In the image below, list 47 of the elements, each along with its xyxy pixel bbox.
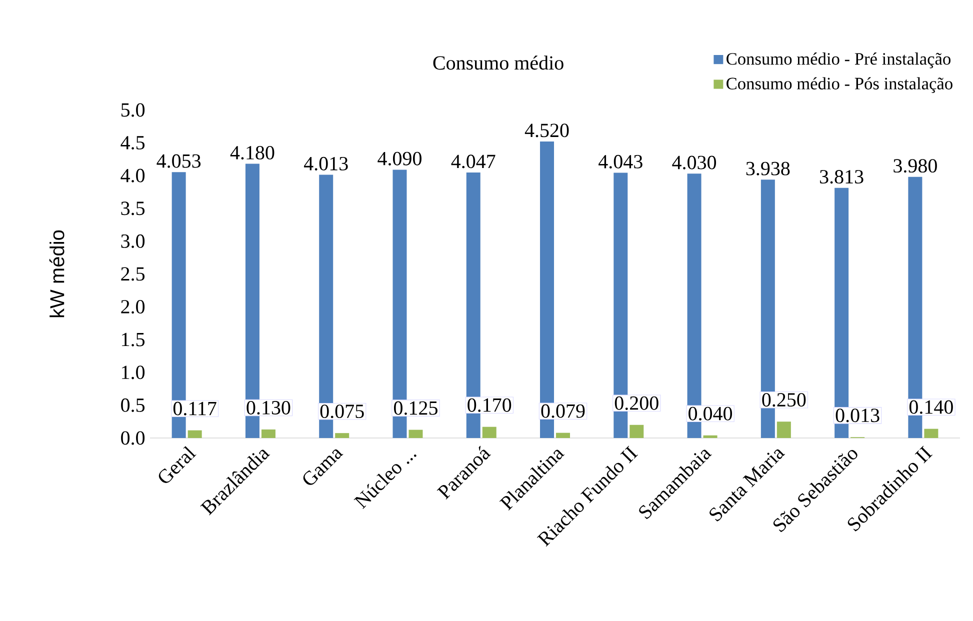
y-tick-label: 5.0: [121, 103, 145, 117]
bar: [630, 424, 644, 438]
bar: [335, 433, 350, 438]
data-label: 0.130: [246, 400, 290, 415]
y-tick-label: 4.5: [120, 136, 145, 150]
data-label: 4.043: [598, 154, 642, 169]
y-tick-label: 2.0: [121, 300, 145, 314]
y-axis-title: kW médio: [49, 230, 64, 318]
data-label: 0.013: [836, 408, 880, 422]
data-label: 3.938: [746, 162, 790, 176]
y-tick-label: 3.0: [121, 234, 145, 248]
data-label: 4.090: [378, 152, 422, 166]
legend-label: Consumo médio - Pré instalação: [726, 52, 950, 68]
data-label: 4.180: [230, 146, 274, 160]
data-label: 0.200: [614, 396, 658, 410]
legend-label: Consumo médio - Pós instalação: [726, 77, 952, 93]
data-label: 0.117: [173, 402, 216, 416]
bar: [556, 432, 570, 438]
data-label: 0.079: [541, 404, 585, 418]
data-label: 0.040: [688, 406, 732, 420]
data-label: 4.013: [304, 156, 348, 170]
bar: [924, 428, 938, 438]
bar: [261, 429, 276, 438]
data-label: 0.250: [762, 393, 806, 407]
bar: [188, 430, 202, 438]
y-tick-label: 4.0: [120, 168, 145, 182]
chart-title: Consumo médio: [433, 56, 564, 70]
data-label: 4.047: [451, 154, 496, 168]
data-label: 4.053: [156, 154, 201, 168]
data-label: 0.125: [394, 401, 438, 415]
data-label: 0.140: [909, 400, 953, 414]
y-tick-label: 1.5: [122, 332, 145, 346]
bar: [408, 430, 423, 438]
data-label: 3.813: [820, 170, 864, 184]
data-label: 4.030: [672, 156, 716, 170]
data-label: 3.980: [894, 159, 937, 173]
bar: [482, 426, 496, 438]
bar: [776, 422, 791, 438]
y-tick-label: 1.0: [122, 366, 145, 380]
y-tick-label: 0.0: [121, 431, 145, 445]
data-label: 0.075: [320, 404, 364, 418]
y-tick-label: 3.5: [121, 202, 145, 216]
data-label: 4.520: [524, 124, 569, 138]
data-label: 0.170: [468, 398, 512, 412]
y-tick-label: 2.5: [121, 267, 145, 281]
y-tick-label: 0.5: [121, 398, 145, 412]
bar: [703, 435, 718, 438]
